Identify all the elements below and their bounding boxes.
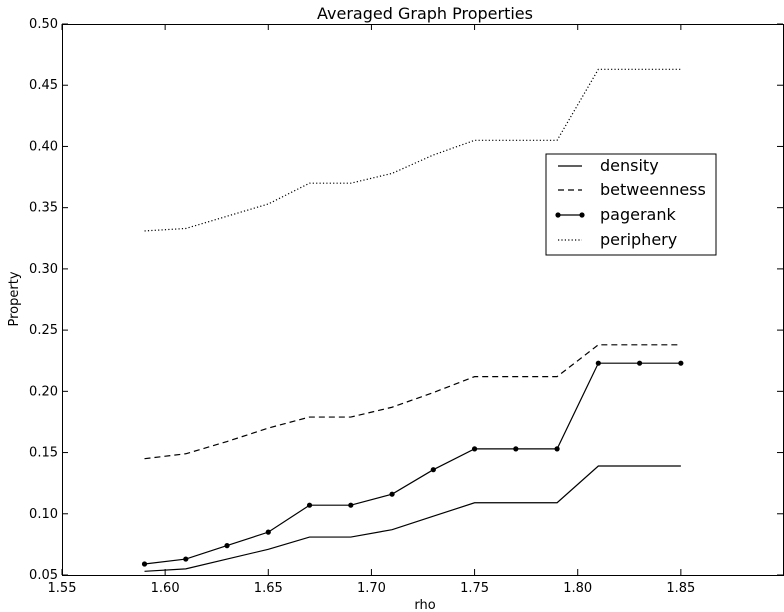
y-axis: 0.05 0.10 0.15 0.20 0.25 0.30 0.35 0.40 0.45 0.50 xyxy=(29,17,783,583)
data-point-pagerank xyxy=(224,543,230,549)
series-layer xyxy=(141,68,684,572)
data-point-pagerank xyxy=(183,556,189,562)
chart-title: Averaged Graph Properties xyxy=(317,4,533,23)
series-line-periphery xyxy=(144,68,681,232)
x-tick-label: 1.70 xyxy=(357,581,386,596)
legend-marker-pagerank xyxy=(555,212,561,218)
data-point-pagerank xyxy=(678,360,684,366)
plot-area: 1.55 1.60 1.65 1.70 1.75 1.80 1.85 0.05 0.10 0.1… xyxy=(29,17,784,596)
plot-frame xyxy=(62,24,784,576)
legend-label-betweenness: betweenness xyxy=(600,180,706,199)
data-point-pagerank xyxy=(554,446,560,452)
x-tick-label: 1.75 xyxy=(460,581,489,596)
data-point-pagerank xyxy=(471,446,478,452)
data-point-pagerank xyxy=(430,467,436,473)
y-tick-label: 0.20 xyxy=(29,384,58,399)
y-tick-label: 0.10 xyxy=(29,507,58,522)
x-tick-label: 1.60 xyxy=(151,581,180,596)
y-tick-label: 0.15 xyxy=(29,446,58,461)
series-line-pagerank xyxy=(144,362,681,565)
data-point-pagerank xyxy=(389,491,395,497)
legend-label-density: density xyxy=(600,156,659,175)
data-point-pagerank xyxy=(513,446,519,452)
data-point-pagerank xyxy=(141,561,148,567)
y-tick-label: 0.40 xyxy=(29,139,58,154)
y-tick-label: 0.30 xyxy=(29,262,58,277)
series-line-betweenness xyxy=(144,344,681,460)
x-tick-label: 1.55 xyxy=(48,581,77,596)
legend-label-periphery: periphery xyxy=(600,230,677,249)
x-axis: 1.55 1.60 1.65 1.70 1.75 1.80 1.85 xyxy=(48,24,695,596)
y-tick-label: 0.50 xyxy=(29,17,58,32)
legend: density betweenness pagerank periphery xyxy=(545,153,717,256)
legend-label-pagerank: pagerank xyxy=(600,205,676,224)
data-point-pagerank xyxy=(265,529,271,535)
x-axis-label: rho xyxy=(414,598,435,612)
x-tick-label: 1.65 xyxy=(254,581,283,596)
series-line-density xyxy=(144,465,681,572)
y-tick-label: 0.05 xyxy=(29,568,58,583)
legend-marker-pagerank xyxy=(579,212,585,218)
x-tick-label: 1.80 xyxy=(563,581,592,596)
data-point-pagerank xyxy=(348,502,354,508)
y-tick-label: 0.25 xyxy=(29,323,58,338)
data-point-pagerank xyxy=(595,360,601,366)
data-point-pagerank xyxy=(306,502,313,508)
y-tick-label: 0.35 xyxy=(29,201,58,216)
y-tick-label: 0.45 xyxy=(29,78,58,93)
legend-box xyxy=(545,153,717,256)
data-point-pagerank xyxy=(637,360,643,366)
x-tick-label: 1.85 xyxy=(666,581,695,596)
y-axis-label: Property xyxy=(7,271,22,326)
